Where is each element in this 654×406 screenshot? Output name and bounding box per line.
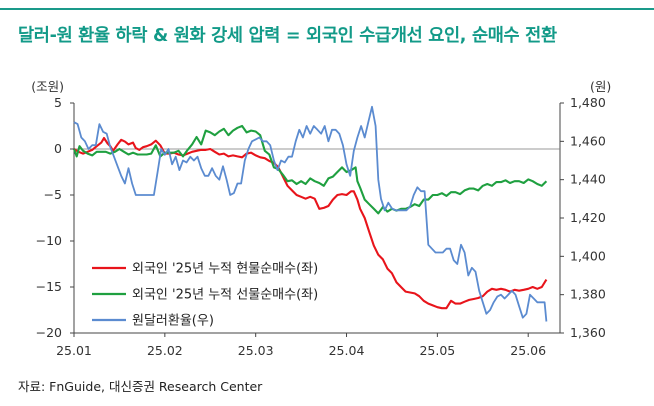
series-line-3 xyxy=(73,105,548,322)
x-tick-label: 25.01 xyxy=(56,343,92,358)
chart-title: 달러-원 환율 하락 & 원화 강세 압력 = 외국인 수급개선 요인, 순매수… xyxy=(18,26,557,46)
series-lines xyxy=(73,105,548,322)
right-tick-label: 1,400 xyxy=(570,248,606,263)
right-tick-label: 1,440 xyxy=(570,172,606,187)
right-tick-label: 1,420 xyxy=(570,210,606,225)
right-tick-label: 1,460 xyxy=(570,133,606,148)
series-line-1 xyxy=(73,136,548,310)
left-tick-label: −5 xyxy=(44,187,62,202)
left-tick-label: −10 xyxy=(36,233,62,248)
left-tick-label: −20 xyxy=(36,325,62,340)
axes: 5 0 −5 −10 −15 −20 (조원) 1,480 1,460 1,440 1,420 1,4… xyxy=(31,79,611,358)
left-axis-unit: (조원) xyxy=(31,79,64,94)
legend-label-2: 외국인 '25년 누적 선물순매수(좌) xyxy=(132,288,318,303)
right-tick-label: 1,360 xyxy=(570,325,606,340)
right-tick-label: 1,380 xyxy=(570,287,606,302)
left-tick-label: 0 xyxy=(54,141,62,156)
top-rule xyxy=(0,8,654,10)
legend: 외국인 '25년 누적 현물순매수(좌) 외국인 '25년 누적 선물순매수(좌)… xyxy=(92,262,318,329)
left-tick-label: 5 xyxy=(54,95,62,110)
source-note: 자료: FnGuide, 대신증권 Research Center xyxy=(18,379,263,394)
x-tick-label: 25.05 xyxy=(419,343,455,358)
x-tick-label: 25.06 xyxy=(510,343,546,358)
legend-label-1: 외국인 '25년 누적 현물순매수(좌) xyxy=(132,262,318,277)
x-tick-label: 25.04 xyxy=(329,343,365,358)
x-tick-label: 25.03 xyxy=(238,343,274,358)
right-tick-label: 1,480 xyxy=(570,95,606,110)
legend-label-3: 원달러환율(우) xyxy=(132,314,214,329)
x-tick-label: 25.02 xyxy=(147,343,183,358)
series-line-2 xyxy=(73,124,548,215)
right-axis-unit: (원) xyxy=(590,79,611,94)
left-tick-label: −15 xyxy=(36,279,62,294)
